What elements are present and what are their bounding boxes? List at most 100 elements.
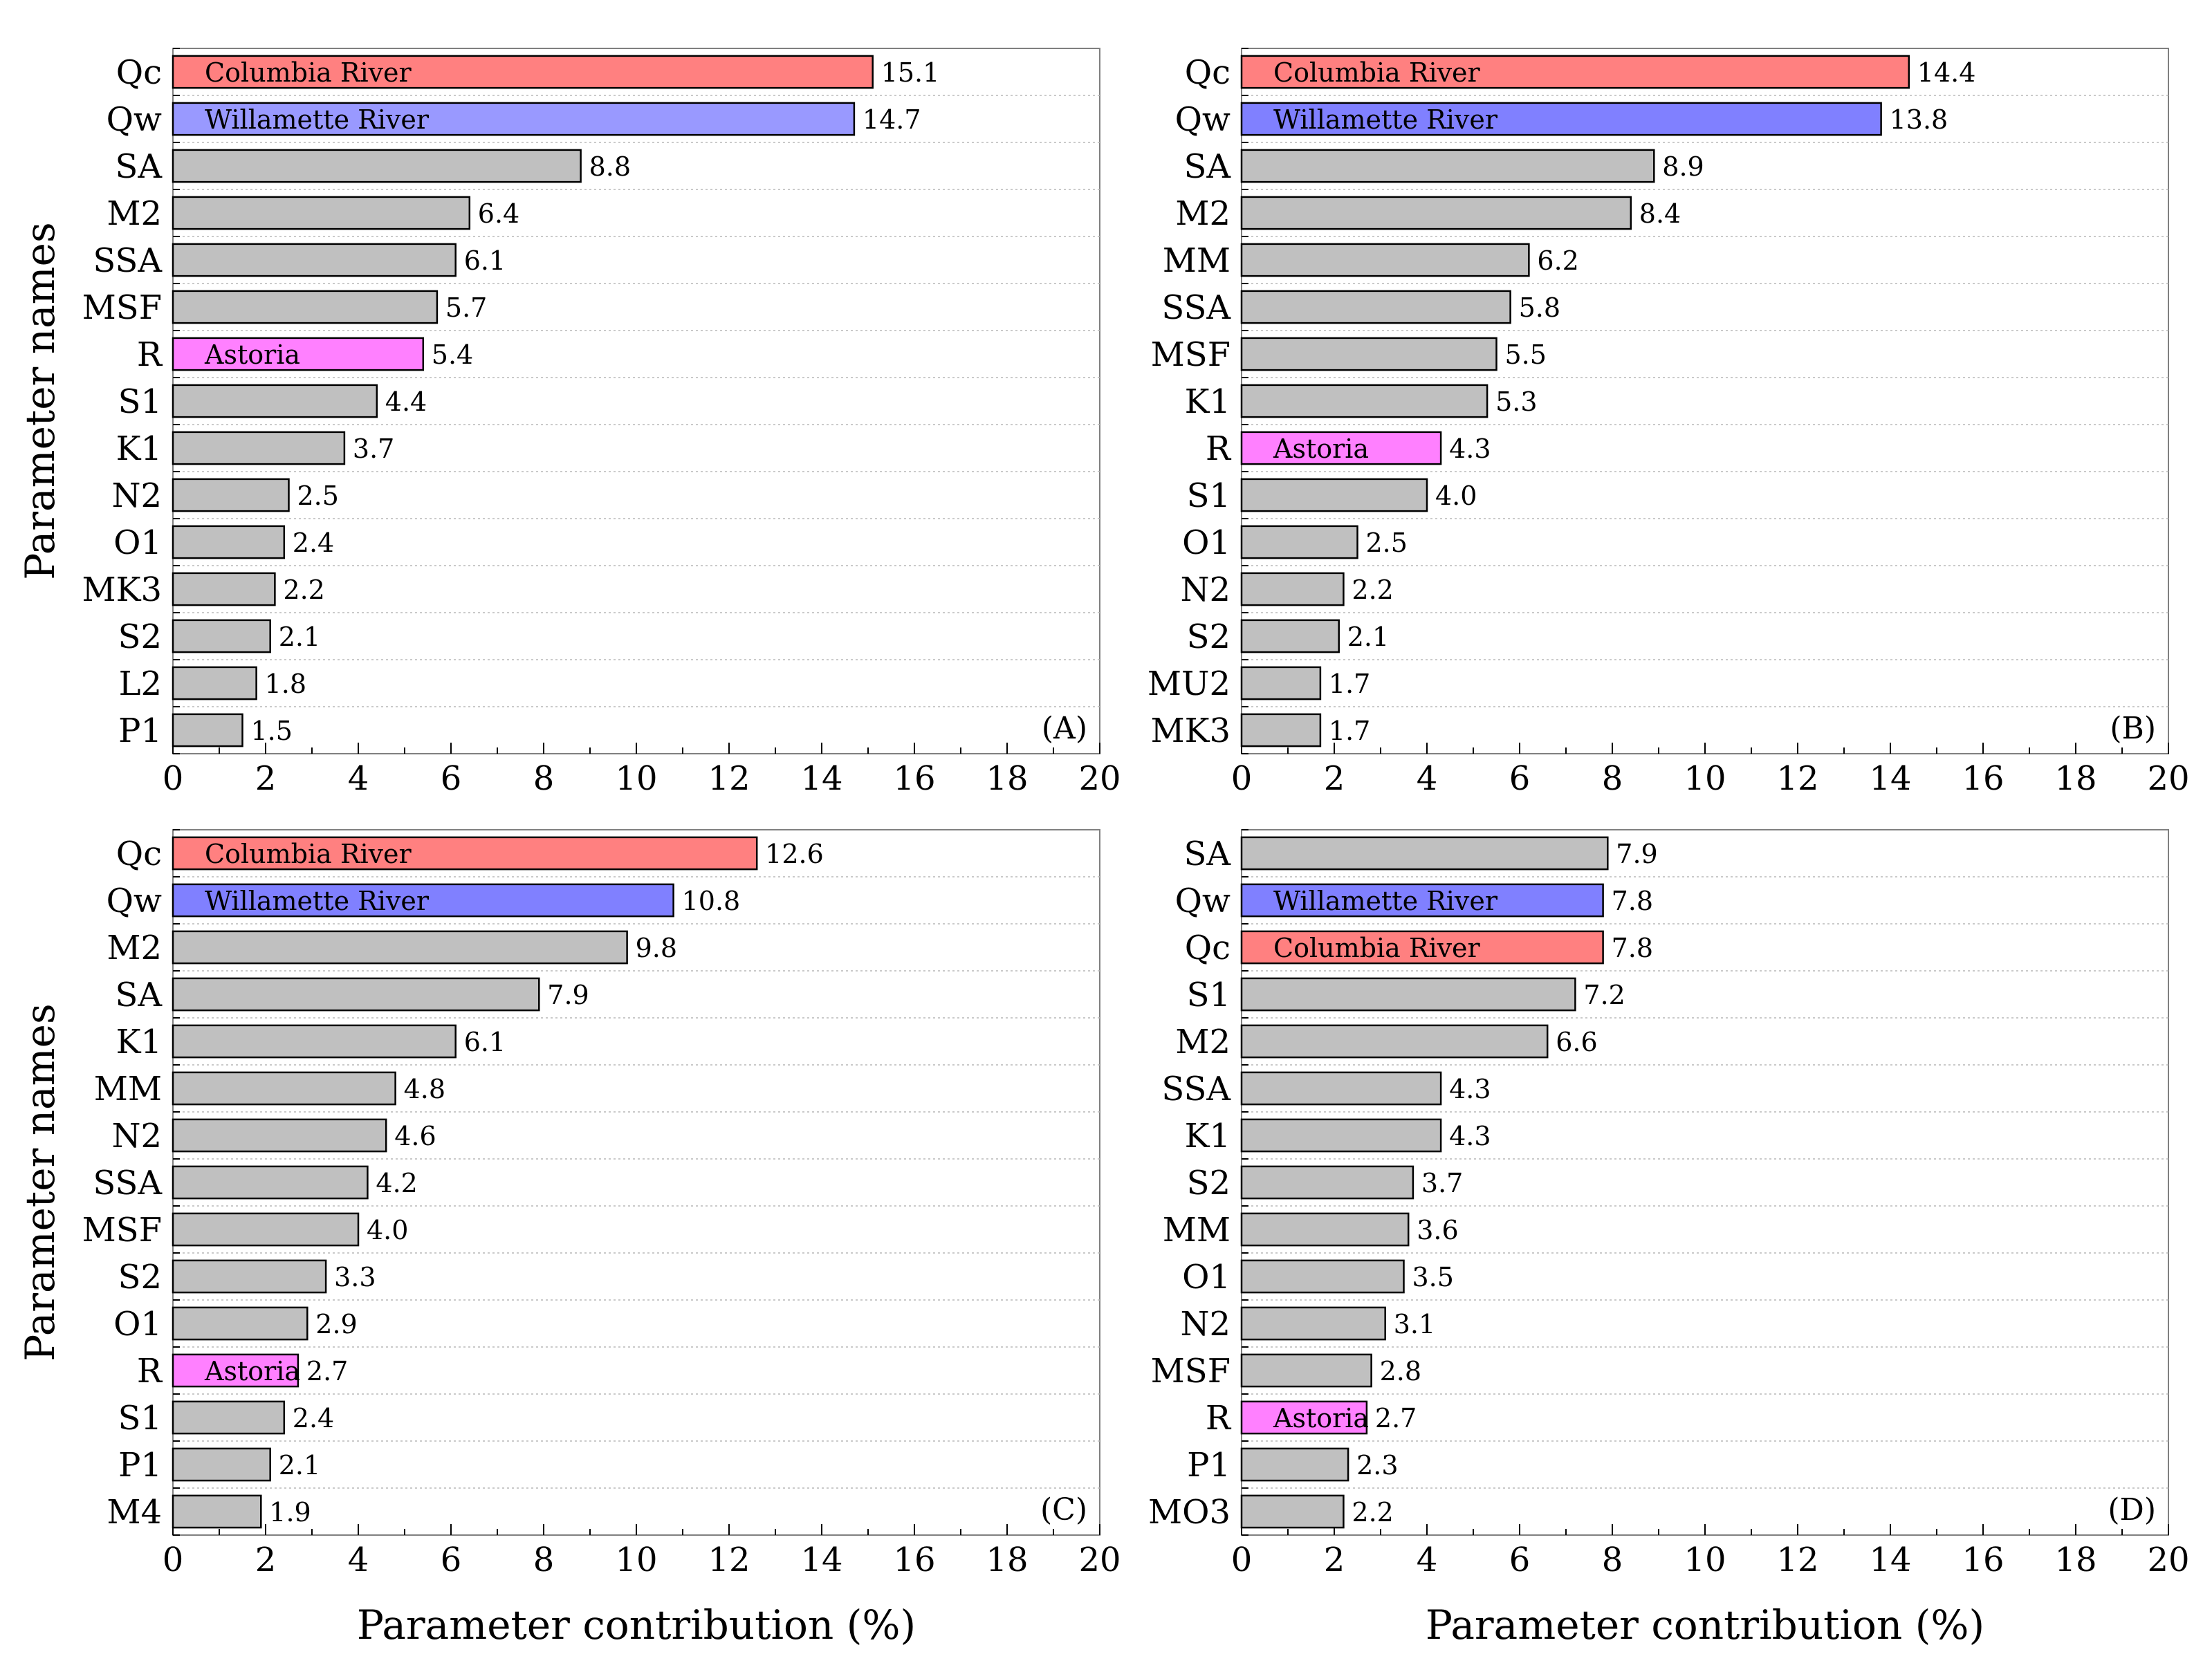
- category-label: S2: [118, 1258, 162, 1297]
- bar-annotation: Willamette River: [205, 886, 430, 916]
- category-label: K1: [116, 1023, 162, 1061]
- panel-tag: (D): [2108, 1492, 2156, 1527]
- bar-mm: [1240, 1212, 1410, 1247]
- x-tick-label: 6: [1509, 1541, 1531, 1579]
- value-label: 6.6: [1556, 1027, 1597, 1057]
- value-label: 3.5: [1412, 1262, 1454, 1292]
- value-label: 7.2: [1583, 980, 1625, 1010]
- x-tick-label: 2: [1324, 1541, 1345, 1579]
- category-label: R: [1206, 1399, 1232, 1438]
- bar-m2: [172, 930, 628, 965]
- value-label: 6.4: [478, 198, 519, 229]
- category-label: S1: [1187, 976, 1231, 1014]
- x-tick-label: 12: [1776, 759, 1818, 798]
- bar-annotation: Astoria: [1273, 1403, 1369, 1433]
- bar-s1: [1240, 977, 1576, 1012]
- bar-k1: [172, 431, 346, 465]
- x-tick-label: 10: [1684, 759, 1726, 798]
- bar-sa: [1240, 836, 1609, 871]
- category-label: N2: [111, 1117, 162, 1155]
- value-label: 3.3: [334, 1262, 376, 1292]
- category-label: S2: [1187, 1164, 1231, 1202]
- chart-panel-1: 0 2 4 6 8 10 12 14 16 18 20 Qc 15.1 Columbia River Qw 1…: [17, 48, 1121, 798]
- bar-annotation: Astoria: [204, 340, 300, 370]
- x-tick-label: 14: [1869, 759, 1911, 798]
- value-label: 14.7: [863, 104, 921, 135]
- x-tick-label: 16: [893, 759, 935, 798]
- category-label: P1: [118, 1446, 162, 1485]
- category-label: K1: [1185, 382, 1231, 421]
- category-label: Qw: [107, 100, 162, 139]
- value-label: 5.3: [1495, 387, 1537, 417]
- value-label: 7.9: [1616, 839, 1657, 869]
- bar-mm: [1240, 243, 1530, 277]
- bar-ssa: [1240, 1071, 1442, 1106]
- category-label: Qw: [1175, 100, 1231, 139]
- value-label: 1.9: [269, 1497, 311, 1527]
- category-label: O1: [113, 523, 162, 562]
- x-tick-label: 10: [615, 759, 657, 798]
- category-label: P1: [118, 712, 162, 750]
- bar-annotation: Columbia River: [1273, 933, 1481, 963]
- bar-ssa: [172, 243, 457, 277]
- x-tick-label: 16: [1962, 1541, 2004, 1579]
- x-tick-label: 12: [1776, 1541, 1818, 1579]
- category-label: N2: [1180, 570, 1231, 609]
- bar-s1: [172, 384, 378, 418]
- value-label: 3.7: [353, 434, 394, 464]
- x-tick-label: 4: [348, 759, 369, 798]
- x-tick-label: 6: [441, 759, 462, 798]
- bar-s2: [1240, 619, 1340, 653]
- category-label: R: [137, 1352, 163, 1391]
- chart-panel-4: 0 2 4 6 8 10 12 14 16 18 20 SA 7.9 Qw 7.8 Willamette Ri…: [1148, 829, 2190, 1648]
- x-tick-label: 8: [1602, 1541, 1623, 1579]
- bar-qc: [1240, 55, 1910, 89]
- category-label: O1: [1182, 523, 1231, 562]
- category-label: SSA: [93, 1164, 163, 1202]
- bar-r: [1240, 431, 1442, 465]
- category-label: MSF: [82, 288, 162, 327]
- bar-k1: [1240, 1118, 1442, 1153]
- category-label: SA: [115, 976, 163, 1014]
- bar-qw: [172, 102, 856, 136]
- category-label: MO3: [1148, 1493, 1231, 1532]
- category-label: SA: [1183, 147, 1231, 186]
- value-label: 2.5: [297, 481, 339, 511]
- category-label: MSF: [1151, 1352, 1231, 1391]
- category-label: P1: [1187, 1446, 1231, 1485]
- x-tick-label: 16: [1962, 759, 2004, 798]
- value-label: 12.6: [765, 839, 824, 869]
- category-label: S1: [118, 1399, 162, 1438]
- y-axis-title: Parameter names: [17, 1003, 64, 1361]
- value-label: 2.3: [1356, 1450, 1398, 1480]
- value-label: 8.8: [589, 151, 631, 182]
- value-label: 2.9: [315, 1309, 357, 1339]
- category-label: MSF: [82, 1211, 162, 1249]
- x-tick-label: 4: [348, 1541, 369, 1579]
- panel-tag: (A): [1042, 711, 1087, 746]
- bar-m4: [172, 1494, 262, 1529]
- value-label: 10.8: [682, 886, 741, 916]
- x-tick-label: 0: [1231, 759, 1253, 798]
- category-label: S1: [118, 382, 162, 421]
- category-label: M2: [1175, 1023, 1231, 1061]
- category-label: M2: [107, 194, 162, 233]
- category-label: R: [1206, 429, 1232, 468]
- category-label: MSF: [1151, 335, 1231, 374]
- bar-annotation: Willamette River: [205, 104, 430, 135]
- bar-annotation: Columbia River: [205, 57, 412, 88]
- value-label: 5.7: [445, 292, 487, 323]
- bar-sa: [172, 149, 582, 183]
- bar-s1: [1240, 478, 1428, 512]
- bar-m2: [172, 196, 471, 230]
- bar-ssa: [172, 1165, 369, 1200]
- value-label: 2.4: [293, 528, 334, 558]
- value-label: 2.2: [1352, 575, 1393, 605]
- bar-ssa: [1240, 290, 1511, 324]
- category-label: N2: [111, 476, 162, 515]
- x-tick-label: 20: [2147, 1541, 2189, 1579]
- bar-mk3: [1240, 713, 1322, 747]
- value-label: 8.4: [1639, 198, 1681, 229]
- bar-sa: [172, 977, 540, 1012]
- value-label: 4.0: [367, 1215, 408, 1245]
